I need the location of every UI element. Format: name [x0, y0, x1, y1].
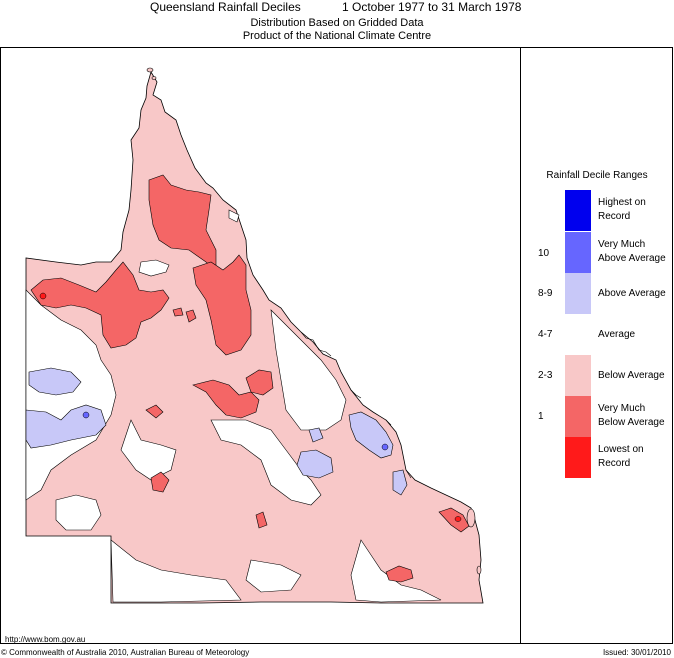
legend-swatch-decile-10 — [565, 232, 591, 273]
very-much-below-average-regions — [30, 174, 470, 583]
legend-swatch-highest — [565, 190, 591, 231]
coastline-detail — [300, 331, 412, 479]
legend-title: Rainfall Decile Ranges — [546, 170, 648, 181]
legend-swatch-decile-8-9 — [565, 273, 591, 314]
map-subtitle-distribution: Distribution Based on Gridded Data — [250, 17, 424, 29]
legend-label-decile-1-line1: Very Much — [598, 403, 646, 414]
legend-label-lowest-line2: Record — [598, 458, 631, 469]
legend-swatch-lowest — [565, 437, 591, 478]
legend-label-decile-2-3: Below Average — [598, 370, 665, 381]
legend-label-decile-10-line2: Above Average — [598, 253, 666, 264]
legend-code-decile-2-3: 2-3 — [538, 370, 553, 381]
average-regions — [25, 209, 442, 603]
map-period: 1 October 1977 to 31 March 1978 — [342, 0, 522, 14]
legend-divider — [520, 47, 521, 644]
legend-swatch-decile-2-3 — [565, 355, 591, 396]
very-much-above-average-spots — [82, 411, 389, 451]
footer-issued-date: Issued: 30/01/2010 — [602, 648, 671, 657]
legend-label-decile-10: Very Much Above Average — [598, 238, 666, 266]
legend-label-decile-1-line2: Below Average — [598, 417, 665, 428]
legend-label-decile-1: Very Much Below Average — [598, 402, 665, 430]
legend-label-highest-line2: Record — [598, 211, 631, 222]
legend-swatch-decile-4-7 — [565, 314, 591, 355]
legend-label-decile-10-line1: Very Much — [598, 239, 646, 250]
legend-code-decile-4-7: 4-7 — [538, 329, 553, 340]
legend-swatch-decile-1 — [565, 396, 591, 437]
footer-url: http://www.bom.gov.au — [5, 635, 86, 644]
legend-label-decile-8-9: Above Average — [598, 288, 666, 299]
legend-label-decile-4-7: Average — [598, 329, 636, 340]
map-subtitle-product: Product of the National Climate Centre — [242, 30, 432, 42]
legend-label-highest-line1: Highest on — [598, 197, 646, 208]
map-frame — [0, 47, 673, 644]
legend-code-decile-1: 1 — [538, 411, 544, 422]
legend-label-highest: Highest on Record — [598, 196, 646, 224]
legend-label-lowest-line1: Lowest on — [598, 444, 644, 455]
queensland-decile-map — [25, 67, 484, 604]
legend-label-lowest: Lowest on Record — [598, 443, 644, 471]
legend-code-decile-8-9: 8-9 — [538, 288, 553, 299]
offshore-islands — [146, 67, 482, 575]
lowest-on-record-spots — [39, 292, 462, 522]
map-title: Queensland Rainfall Deciles — [150, 0, 301, 14]
footer-copyright: © Commonwealth of Australia 2010, Austra… — [1, 648, 250, 657]
legend-code-decile-10: 10 — [538, 248, 550, 259]
